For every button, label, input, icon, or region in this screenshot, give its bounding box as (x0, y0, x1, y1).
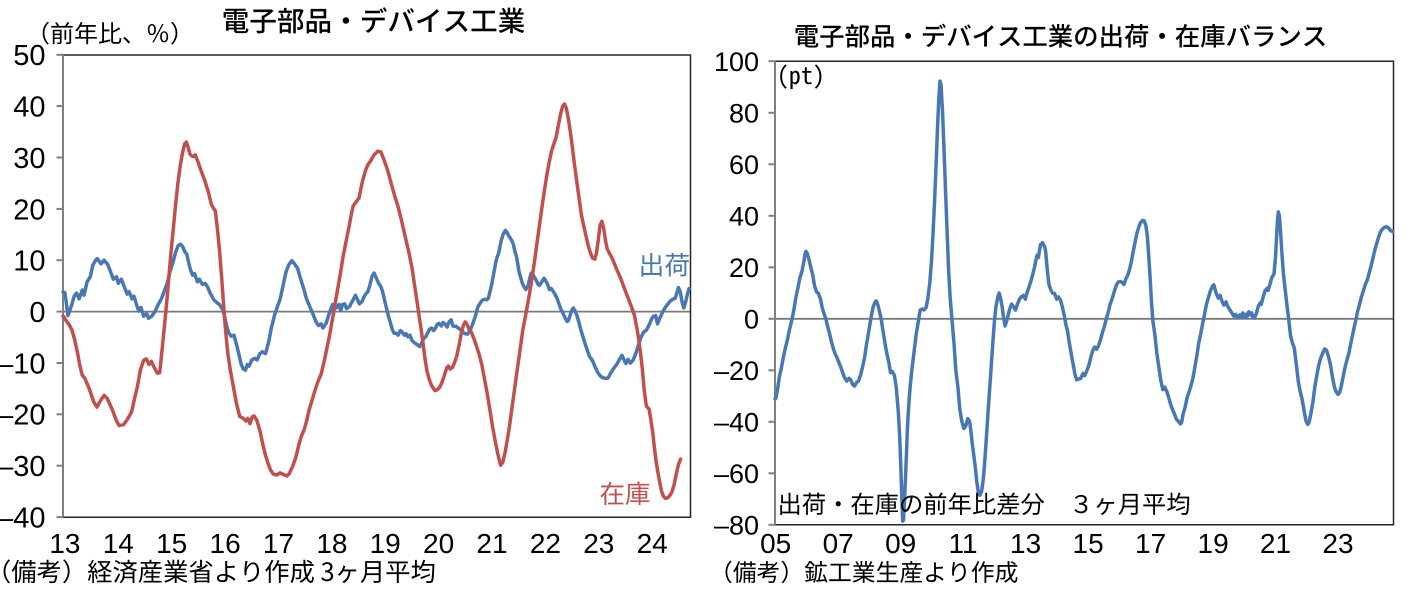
svg-text:14: 14 (103, 528, 134, 559)
svg-text:13: 13 (49, 528, 80, 559)
svg-text:–40: –40 (714, 408, 759, 438)
svg-text:21: 21 (476, 528, 507, 559)
svg-text:05: 05 (760, 528, 791, 559)
svg-text:0: 0 (744, 305, 759, 335)
svg-text:–40: –40 (0, 503, 46, 535)
svg-text:13: 13 (1010, 528, 1041, 559)
svg-text:07: 07 (823, 528, 854, 559)
svg-text:–60: –60 (714, 459, 759, 489)
svg-text:20: 20 (423, 528, 454, 559)
svg-text:20: 20 (13, 194, 45, 226)
svg-text:11: 11 (949, 528, 978, 559)
svg-text:0: 0 (29, 297, 45, 329)
svg-text:19: 19 (1198, 528, 1229, 559)
svg-text:50: 50 (13, 40, 45, 72)
svg-text:20: 20 (729, 253, 759, 283)
svg-text:24: 24 (637, 528, 668, 559)
svg-text:40: 40 (13, 92, 45, 124)
svg-text:09: 09 (885, 528, 916, 559)
svg-text:22: 22 (530, 528, 561, 559)
svg-text:17: 17 (1135, 528, 1166, 559)
svg-text:–20: –20 (0, 400, 46, 432)
svg-text:17: 17 (263, 528, 294, 559)
svg-text:40: 40 (729, 202, 759, 232)
svg-text:10: 10 (13, 246, 45, 278)
svg-text:16: 16 (210, 528, 241, 559)
svg-text:23: 23 (1322, 528, 1353, 559)
svg-text:60: 60 (729, 150, 759, 180)
svg-text:15: 15 (1073, 528, 1104, 559)
svg-text:19: 19 (370, 528, 401, 559)
svg-text:21: 21 (1260, 528, 1291, 559)
svg-text:30: 30 (13, 143, 45, 175)
svg-text:100: 100 (714, 47, 759, 77)
svg-text:15: 15 (156, 528, 187, 559)
svg-text:–20: –20 (714, 356, 759, 386)
svg-text:23: 23 (583, 528, 614, 559)
svg-text:18: 18 (316, 528, 347, 559)
svg-text:–80: –80 (714, 511, 759, 541)
svg-text:80: 80 (729, 99, 759, 129)
svg-text:–10: –10 (0, 348, 46, 380)
svg-text:–30: –30 (0, 451, 46, 483)
